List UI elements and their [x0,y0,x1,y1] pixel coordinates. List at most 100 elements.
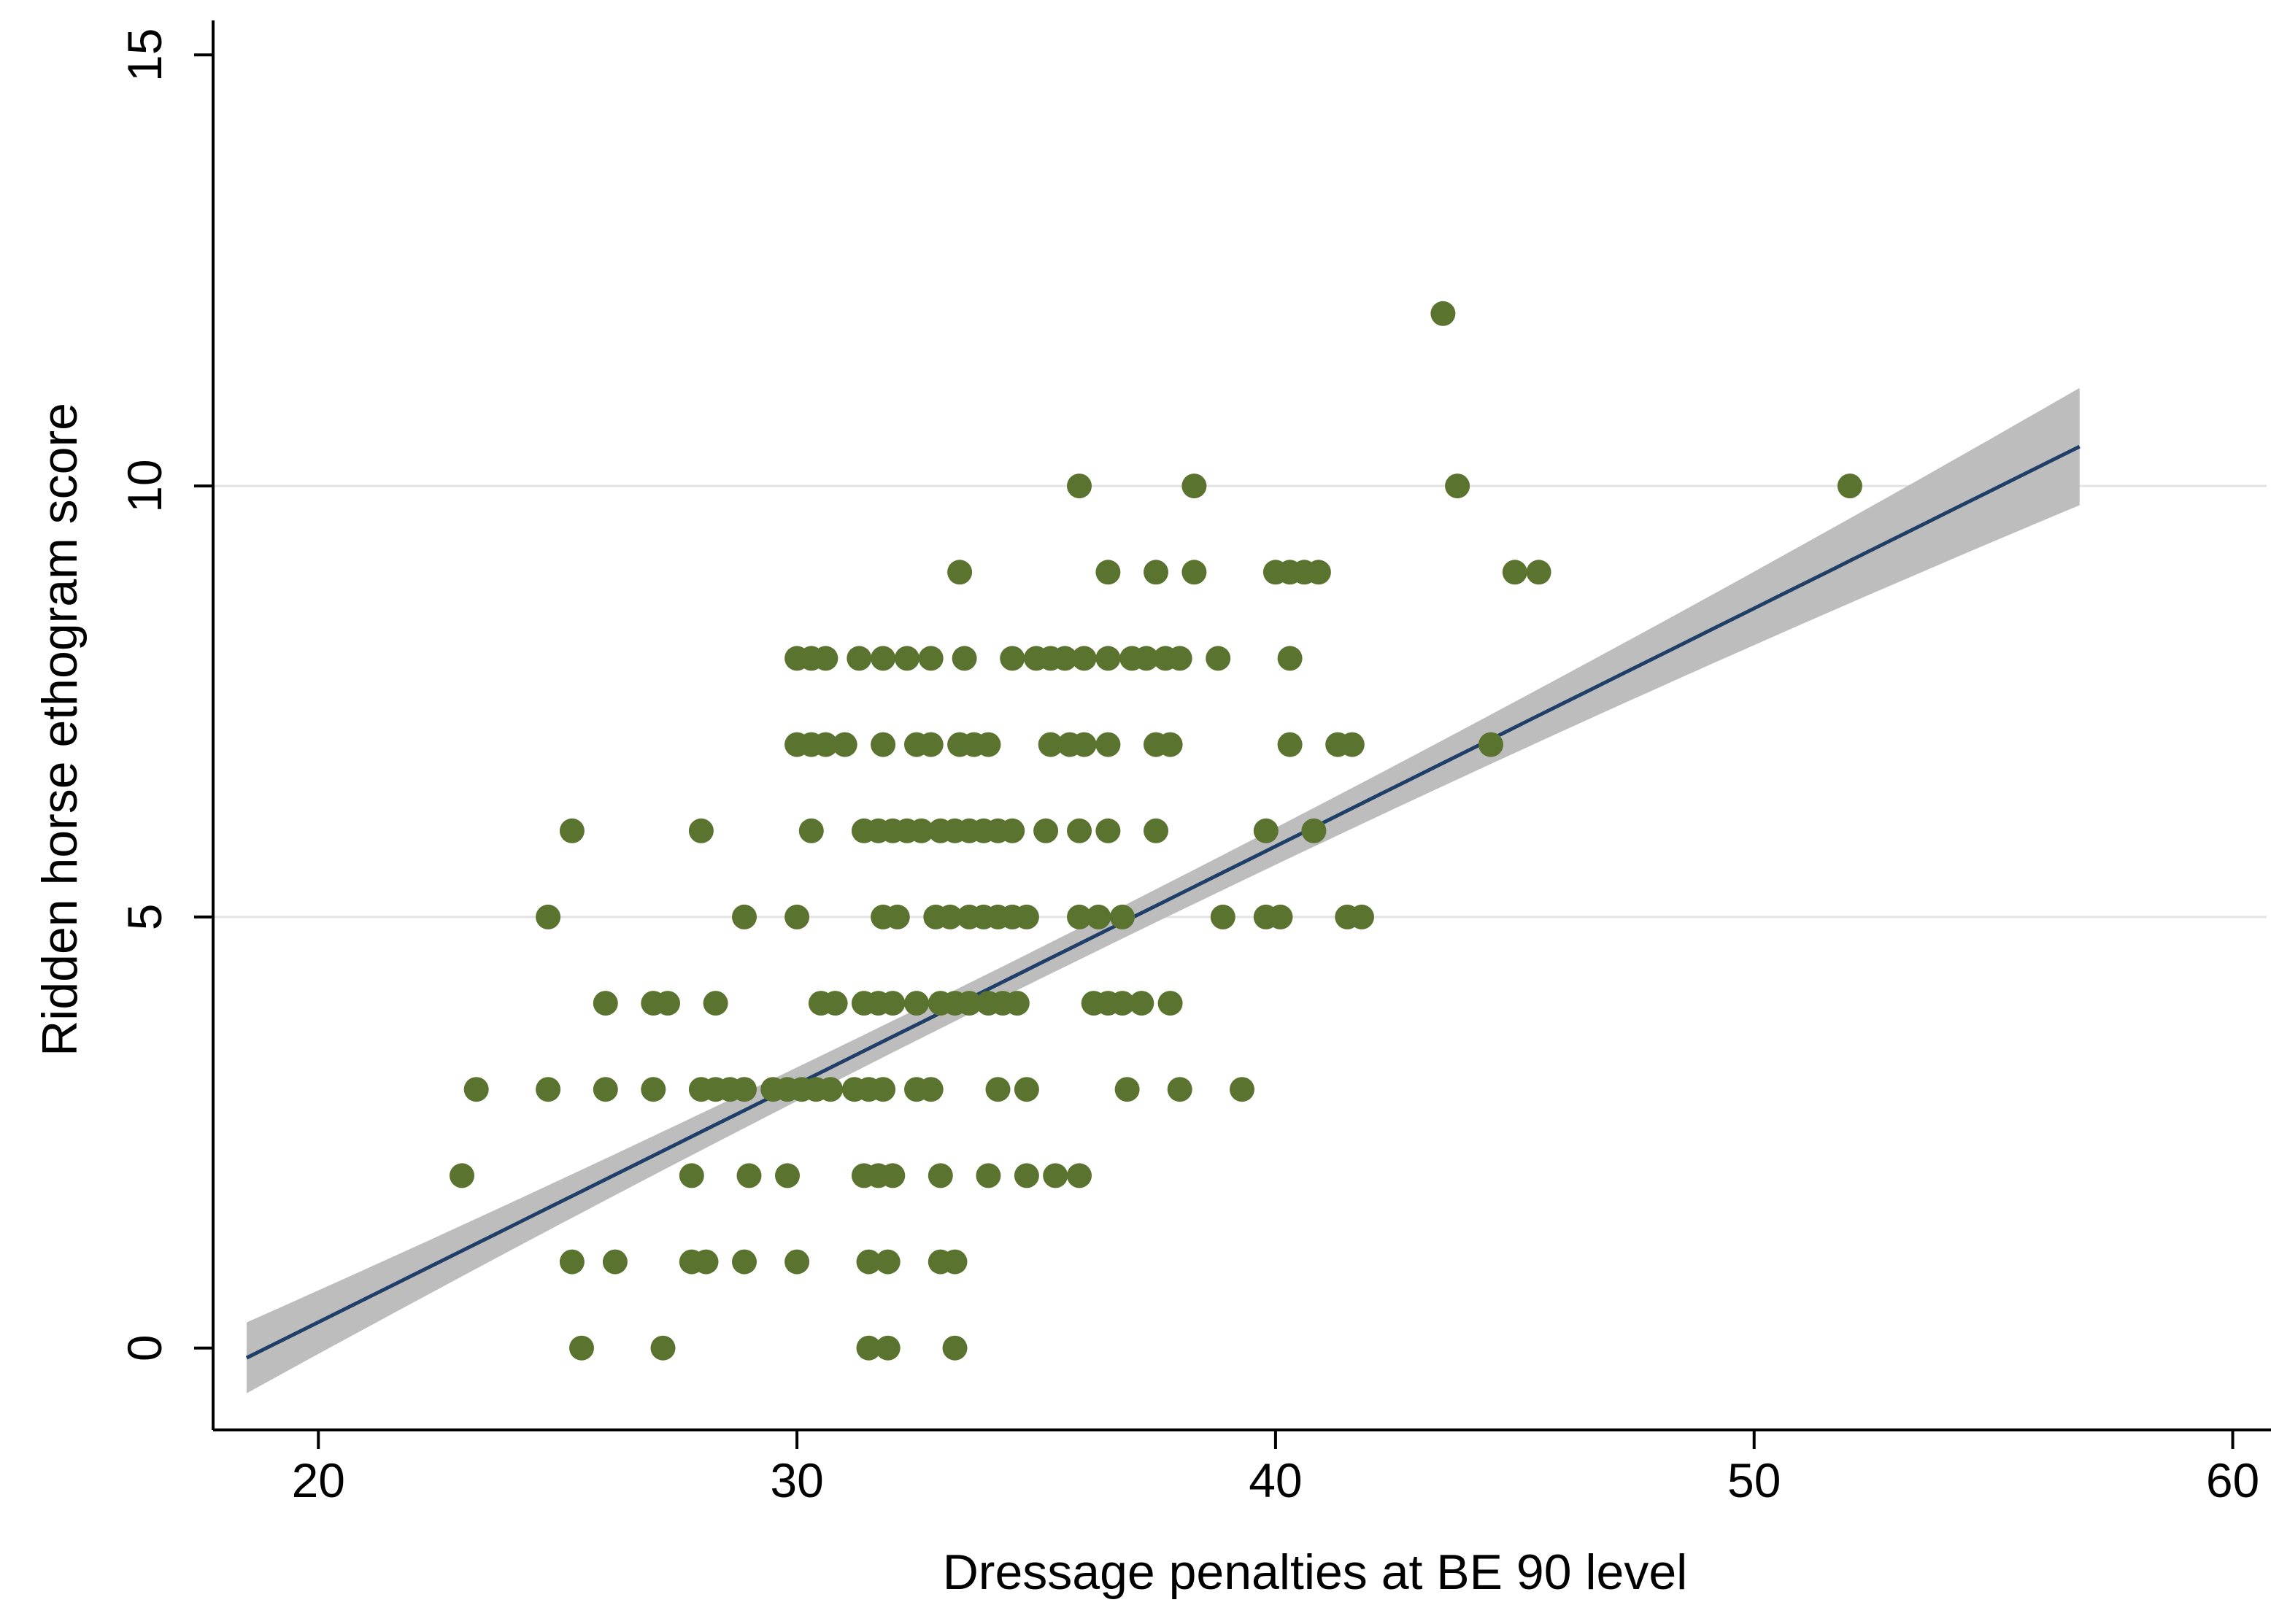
data-point [1206,646,1231,671]
data-point [985,1077,1011,1102]
data-point [894,646,919,671]
data-point [880,1163,906,1188]
data-point [703,991,728,1016]
data-point [957,991,982,1016]
data-point [1071,732,1097,757]
data-point [871,1077,896,1102]
fit-line [245,444,2081,1360]
data-point [909,818,934,843]
data-point [1157,991,1183,1016]
y-tick-label: 15 [117,28,171,82]
data-point [884,904,910,929]
data-point [1110,991,1135,1016]
data-point [976,732,1001,757]
data-point [593,1077,618,1102]
data-point [798,818,824,843]
data-point [871,732,896,757]
y-tick-label: 10 [117,459,171,512]
data-point [904,991,929,1016]
data-point [536,904,561,929]
data-point [822,991,848,1016]
x-tick-label: 30 [770,1453,823,1507]
data-point [1837,473,1862,499]
x-tick-label: 40 [1249,1453,1302,1507]
data-point [1000,818,1025,843]
data-point [569,1335,594,1361]
data-point [736,1163,762,1188]
data-point [1445,473,1470,499]
data-point [818,1077,843,1102]
data-point [1067,818,1092,843]
data-point [1502,560,1527,585]
x-tick-label: 50 [1727,1453,1781,1507]
data-point [1478,732,1503,757]
data-point [942,1335,968,1361]
data-point [1268,904,1293,929]
data-point [856,1335,882,1361]
data-point [1067,473,1092,499]
data-point [593,991,618,1016]
data-point [775,1163,800,1188]
data-point [1052,646,1078,671]
data-point [1526,560,1551,585]
data-point [1430,301,1456,326]
y-axis-title: Ridden horse ethogram score [32,403,88,1056]
data-point [1301,818,1327,843]
data-point [918,646,944,671]
data-point [1000,646,1025,671]
data-point [1129,991,1154,1016]
data-point [732,1077,757,1102]
data-point [463,1077,489,1102]
x-tick-label: 60 [2206,1453,2259,1507]
data-point [1086,904,1111,929]
data-point [1349,904,1374,929]
data-point [832,732,857,757]
data-point [918,1077,944,1102]
data-point [1038,732,1063,757]
data-point [1306,560,1331,585]
data-point [847,646,872,671]
data-point [1210,904,1235,929]
data-point [536,1077,561,1102]
data-point [1095,560,1121,585]
data-point [856,1249,882,1275]
data-point [559,1249,585,1275]
data-point [880,991,906,1016]
x-axis-title: Dressage penalties at BE 90 level [943,1544,1688,1600]
data-point [918,732,944,757]
data-point [1157,732,1183,757]
data-point [1144,560,1168,585]
data-point [813,646,838,671]
data-point [1095,732,1121,757]
data-point [1095,646,1121,671]
data-point [1067,904,1092,929]
data-point [871,646,896,671]
data-point [693,1249,719,1275]
data-point [1339,732,1365,757]
data-point [952,646,977,671]
data-point [1277,732,1303,757]
data-point [1095,818,1121,843]
tick-labels: 20 30 40 50 60 0 5 10 15 [117,28,2259,1507]
data-point [928,1163,953,1188]
data-point [784,1249,810,1275]
confidence-band-layer [246,387,2080,1393]
data-points [450,301,1862,1361]
data-point [688,818,714,843]
confidence-band [246,387,2080,1393]
data-point [732,1249,757,1275]
data-point [1114,1077,1140,1102]
data-point [1110,904,1135,929]
data-point [1004,991,1030,1016]
data-point [1167,646,1192,671]
data-point [679,1163,704,1188]
data-point [602,1249,628,1275]
data-point [641,1077,666,1102]
data-point [1014,904,1039,929]
fit-line-layer [245,444,2081,1360]
data-point [559,818,585,843]
data-point [947,560,973,585]
data-point [942,1249,968,1275]
data-point [655,991,680,1016]
